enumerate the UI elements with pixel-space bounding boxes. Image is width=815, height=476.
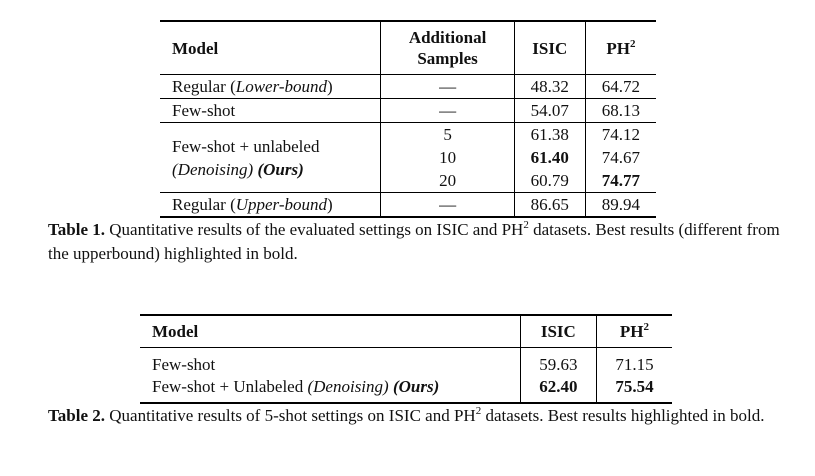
upper-model-suffix: ) [327,195,333,214]
table1-header-ph2-base: PH [606,38,630,58]
table2-row-fewshot-ph2: 71.15 [595,347,672,376]
unlabeled-model-prefix: Few-shot + Unlabeled [152,377,308,396]
table1-header-additional-line2: Samples [417,49,478,68]
denoise-ph2-20-best: 74.77 [601,171,641,190]
table2-row-fewshot-model: Few-shot [152,355,216,374]
table2-caption-text-a: Quantitative results of 5-shot settings … [105,406,476,425]
unlabeled-model-italic: (Denoising) [307,377,389,396]
table1-row-denoise-isic: 61.38 61.40 60.79 [513,122,586,193]
table1-row-lower-samples: — [380,74,515,99]
lower-model-prefix: Regular ( [172,77,236,96]
table1-row-upper-ph2: 89.94 [584,192,656,217]
table1-header-ph2: PH2 [584,21,656,75]
table1-row-denoise-model: Few-shot + unlabeled (Denoising) (Ours) [160,123,381,193]
table1-row-upper-samples: — [380,192,515,217]
lower-model-suffix: ) [327,77,333,96]
table2-header-row: Model ISIC PH2 [140,315,672,348]
table2-row-unlabeled-model: Few-shot + Unlabeled (Denoising) (Ours) [140,376,520,403]
denoise-samples-5: 5 [443,125,452,144]
denoise-ph2-10: 74.67 [601,148,641,167]
table1-row-upper-isic: 86.65 [513,192,586,217]
table1-header-additional-line1: Additional [408,28,487,47]
table2-header-isic: ISIC [519,315,597,348]
denoise-model-line2: (Denoising) (Ours) [172,158,374,181]
table-row-few-shot: Few-shot — 54.07 68.13 [160,98,656,123]
table-row-lower-bound: Regular (Lower-bound) — 48.32 64.72 [160,74,656,99]
denoise-isic-20: 60.79 [530,171,569,190]
table1-caption: Table 1. Quantitative results of the eva… [48,218,788,266]
denoise-samples-20: 20 [439,171,457,190]
table2-caption-text-b: datasets. Best results highlighted in bo… [481,406,765,425]
table1-row-upper-model: Regular (Upper-bound) [160,193,381,218]
table2-header-ph2: PH2 [595,315,672,348]
denoise-model-ours: (Ours) [257,159,304,179]
table2-header-ph2-base: PH [619,321,644,341]
table1-header-row: Model Additional Samples ISIC PH2 [160,21,656,75]
table1-caption-text-b: datasets. Best results (different from t… [48,220,780,263]
table2-caption: Table 2. Quantitative results of 5-shot … [48,404,788,428]
upper-model-italic: Upper-bound [235,195,327,214]
table2-header-ph2-sup: 2 [643,320,650,333]
table-row-few-shot-5: Few-shot 59.63 71.15 [140,347,672,376]
table2-row-unlabeled-ph2-best: 75.54 [595,376,672,403]
table1-row-fewshot-samples: — [380,98,515,123]
table1-caption-text-a: Quantitative results of the evaluated se… [105,220,524,239]
denoise-model-line1: Few-shot + unlabeled [172,136,320,156]
table1-row-lower-ph2: 64.72 [584,74,656,99]
table1-header-additional-samples: Additional Samples [380,21,515,75]
table1-row-denoise-ph2: 74.12 74.67 74.77 [584,122,656,193]
table2-row-fewshot-isic: 59.63 [519,347,597,376]
table1-row-denoise-samples: 5 10 20 [380,122,515,193]
table1-header-ph2-sup: 2 [629,37,636,50]
denoise-isic-10-best: 61.40 [530,148,569,167]
unlabeled-model-ours: (Ours) [392,377,440,396]
denoise-model-italic: (Denoising) [172,159,254,179]
denoise-isic-5: 61.38 [530,125,569,144]
table1-row-lower-model: Regular (Lower-bound) [160,75,381,99]
table2-row-unlabeled-isic-best: 62.40 [519,376,597,403]
denoise-samples-10: 10 [439,148,457,167]
table1-caption-sup: 2 [523,219,529,231]
table-row-upper-bound: Regular (Upper-bound) — 86.65 89.94 [160,192,656,218]
table2-header-model: Model [152,321,199,341]
lower-model-italic: Lower-bound [235,77,328,96]
table1-row-fewshot-ph2: 68.13 [584,98,656,123]
table1-header-isic: ISIC [513,21,586,75]
table2-caption-label: Table 2. [48,406,106,425]
table-row-unlabeled-denoising: Few-shot + Unlabeled (Denoising) (Ours) … [140,376,672,403]
results-table-1: Model Additional Samples ISIC PH2 Regula… [160,20,656,218]
table1-row-lower-isic: 48.32 [513,74,586,99]
results-table-2: Model ISIC PH2 Few-shot 59.63 71.15 Few-… [140,314,672,404]
table-row-denoising: Few-shot + unlabeled (Denoising) (Ours) … [160,122,656,193]
table1-caption-label: Table 1. [48,220,106,239]
denoise-ph2-5: 74.12 [601,125,641,144]
table1-row-fewshot-model: Few-shot [172,101,236,120]
table2-caption-sup: 2 [475,405,482,417]
table1-header-model: Model [172,38,219,58]
table1-row-fewshot-isic: 54.07 [513,98,586,123]
upper-model-prefix: Regular ( [172,195,236,214]
